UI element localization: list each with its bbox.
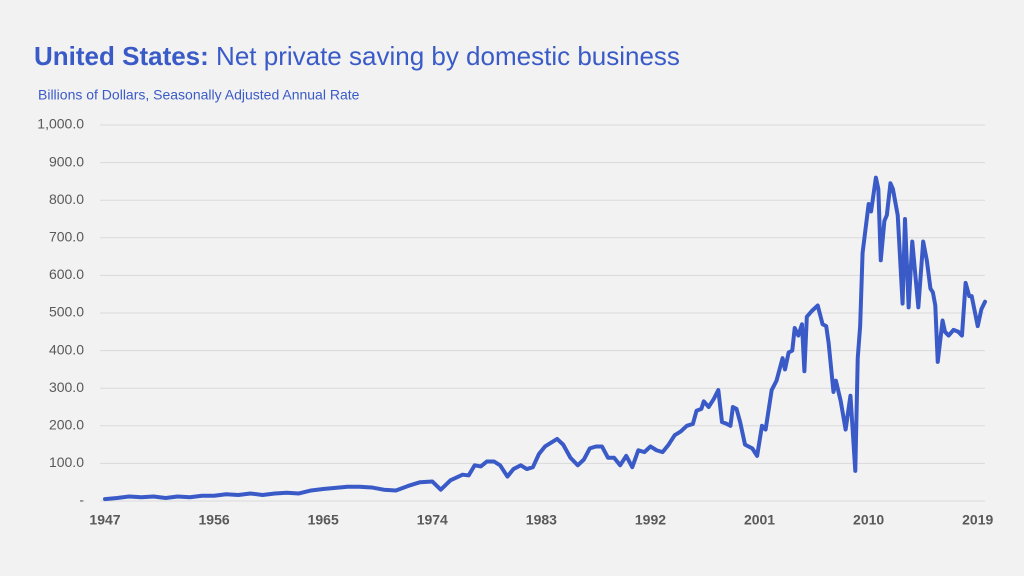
y-tick-label: 600.0 — [49, 266, 84, 282]
x-tick-label: 2010 — [853, 512, 884, 528]
y-tick-label: - — [79, 492, 84, 508]
title-text: Net private saving by domestic business — [216, 41, 680, 71]
x-tick-label: 1965 — [308, 512, 339, 528]
x-tick-label: 2019 — [962, 512, 993, 528]
x-tick-label: 1974 — [417, 512, 448, 528]
title-lead: United States: — [34, 41, 209, 71]
data-line — [103, 175, 987, 502]
y-tick-label: 900.0 — [49, 153, 84, 169]
y-tick-label: 100.0 — [49, 454, 84, 470]
x-tick-label: 1956 — [199, 512, 230, 528]
chart-subtitle: Billions of Dollars, Seasonally Adjusted… — [38, 87, 360, 103]
y-tick-label: 400.0 — [49, 341, 84, 357]
x-tick-label: 2001 — [744, 512, 775, 528]
y-tick-label: 1,000.0 — [37, 116, 84, 132]
y-tick-label: 700.0 — [49, 229, 84, 245]
y-tick-label: 200.0 — [49, 417, 84, 433]
y-tick-label: 800.0 — [49, 191, 84, 207]
x-tick-label: 1947 — [89, 512, 120, 528]
x-tick-label: 1983 — [526, 512, 557, 528]
y-tick-label: 500.0 — [49, 304, 84, 320]
y-tick-label: 300.0 — [49, 379, 84, 395]
x-tick-label: 1992 — [635, 512, 666, 528]
chart-title: United States: Net private saving by dom… — [34, 41, 680, 71]
